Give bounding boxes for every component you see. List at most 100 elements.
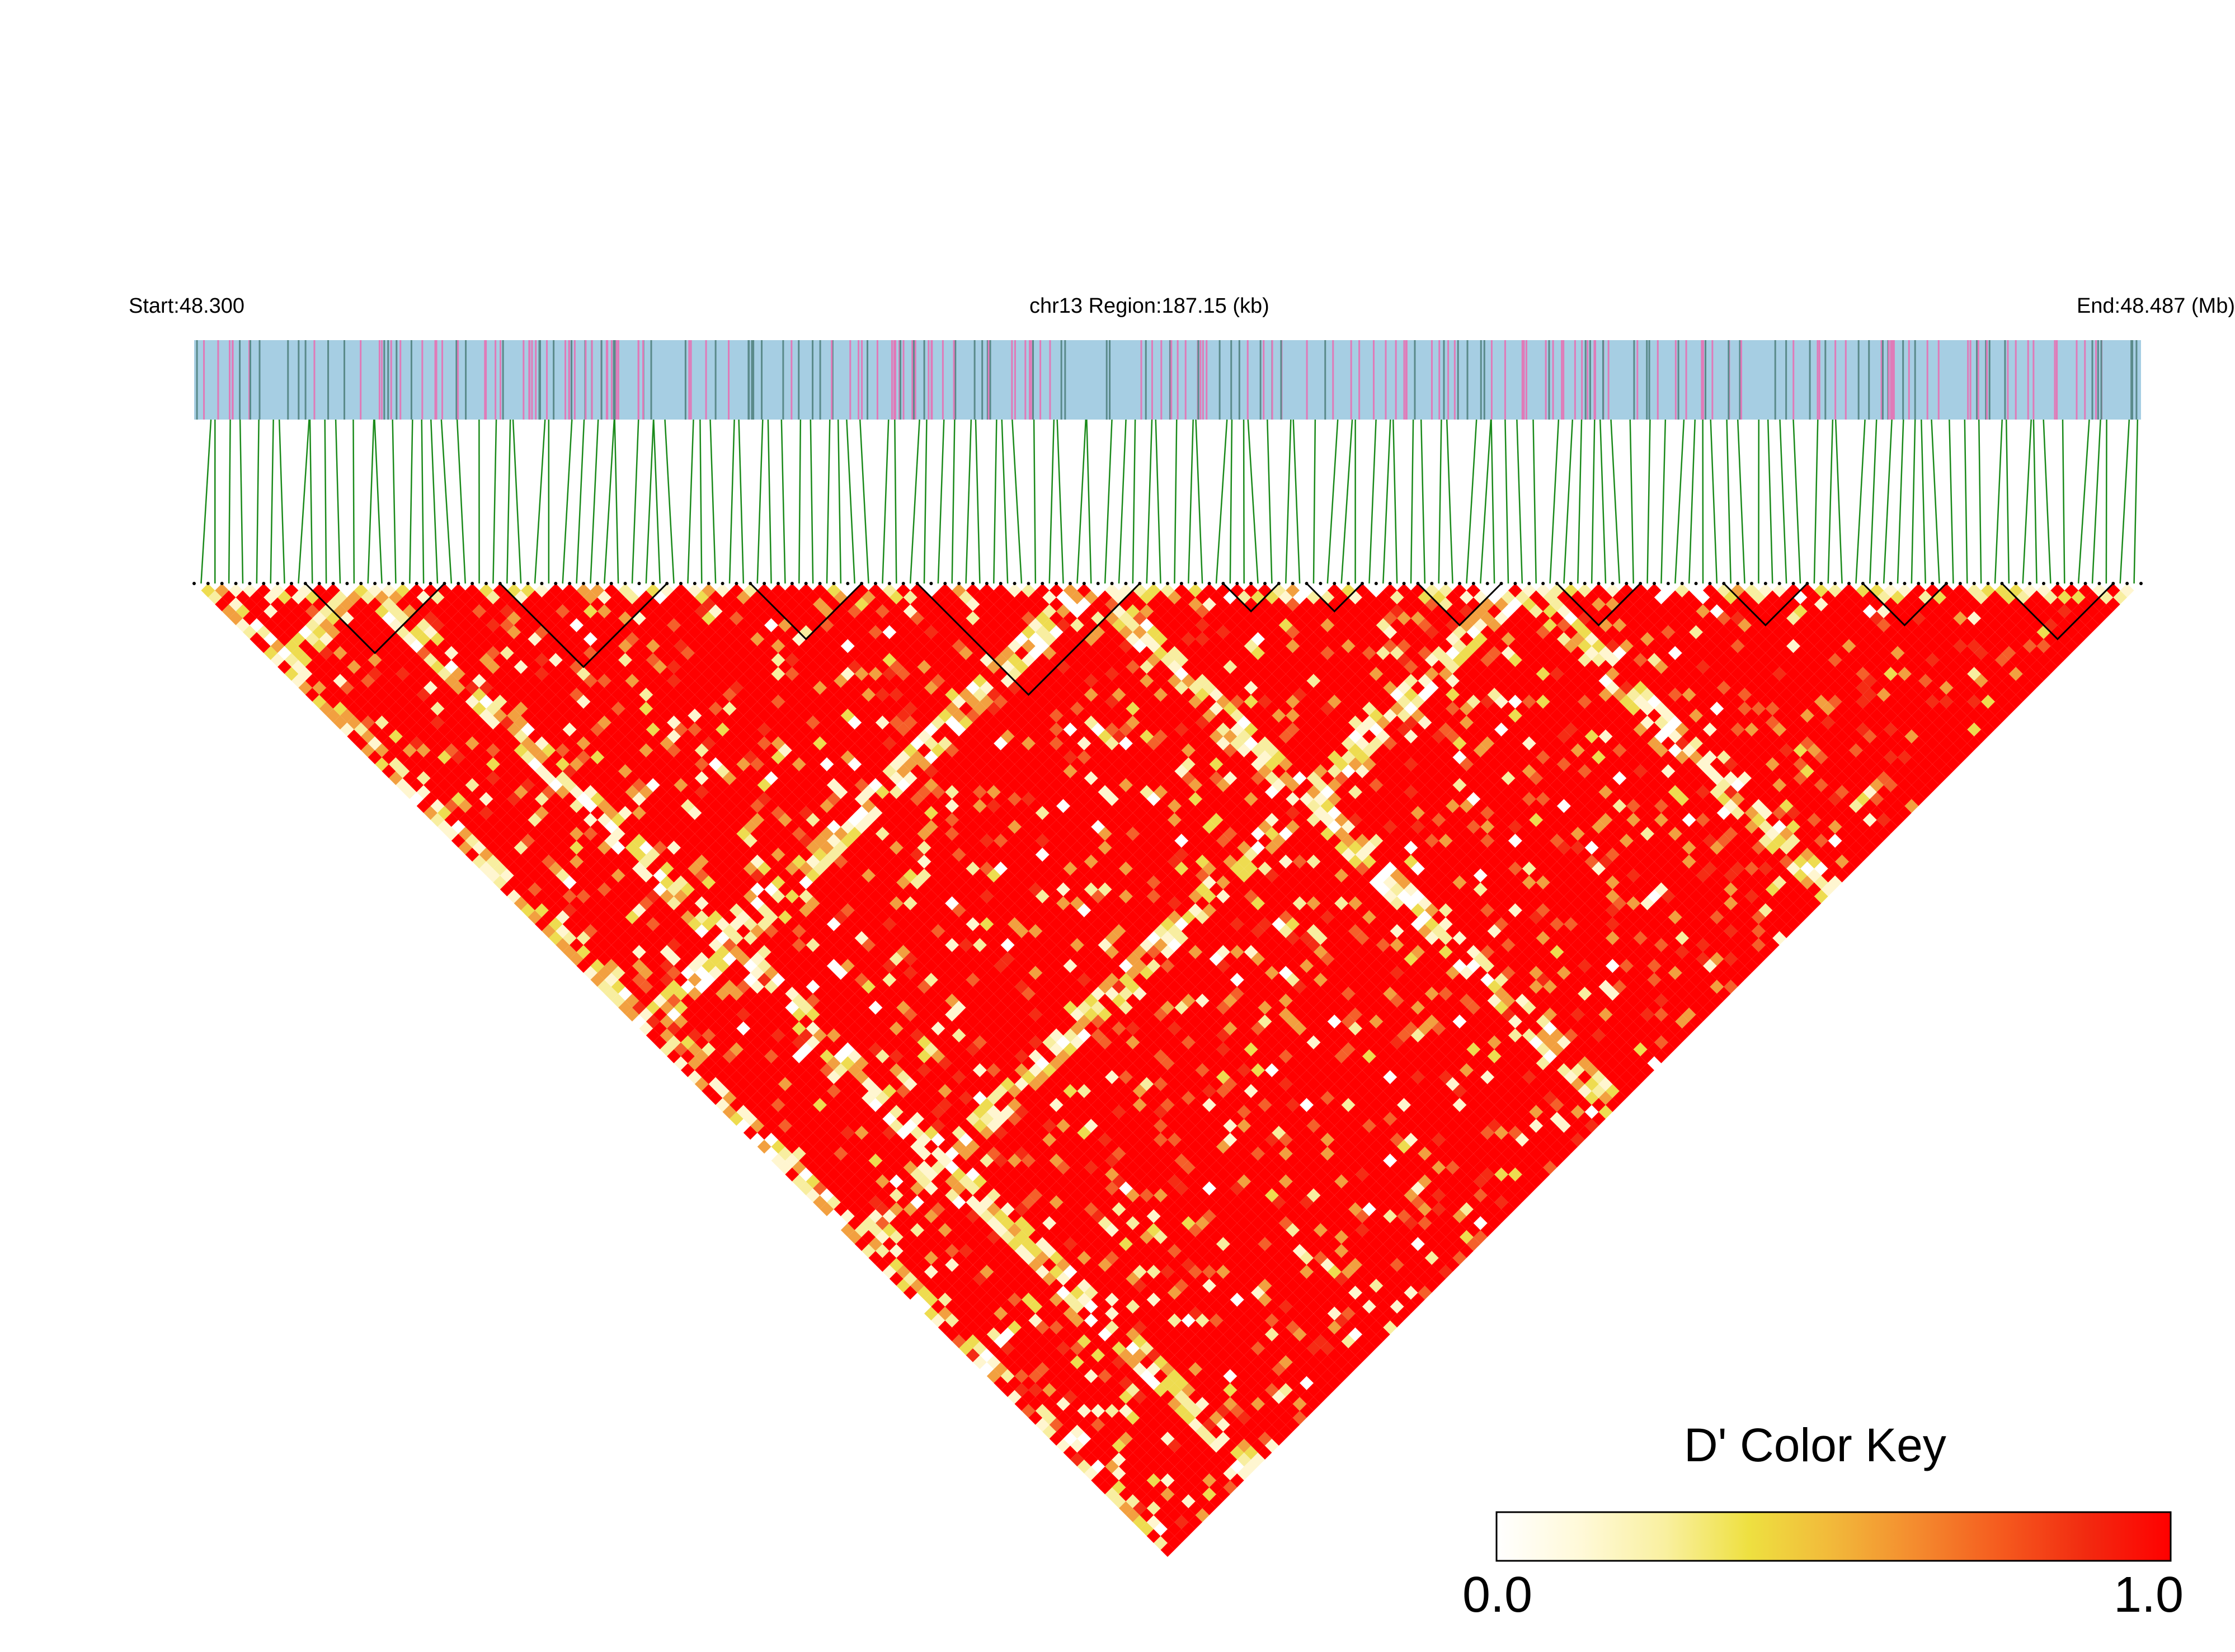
ld-cell [952, 1154, 966, 1168]
ld-cell [959, 1022, 973, 1036]
ld-cell [507, 667, 521, 681]
ld-cell [1126, 1258, 1140, 1272]
ld-cell [994, 1376, 1008, 1390]
ld-cell [1022, 1154, 1036, 1168]
ld-cell [820, 1174, 834, 1189]
ld-cell [862, 1230, 876, 1244]
ld-cell [590, 597, 605, 611]
ld-cell [694, 771, 709, 785]
ld-cell [889, 1063, 904, 1077]
snp-connector [1247, 419, 1259, 584]
ld-cell [868, 889, 883, 903]
ld-cell [1049, 1195, 1064, 1209]
ld-cell [1160, 1501, 1175, 1515]
ld-cell [1174, 1334, 1189, 1349]
ld-cell [840, 1000, 855, 1015]
ld-cell [570, 952, 584, 966]
ld-cell [862, 1119, 876, 1133]
ld-cell [347, 716, 361, 729]
ld-cell [903, 1230, 917, 1244]
ld-cell [1008, 1070, 1022, 1084]
ld-cell [868, 1181, 883, 1196]
ld-cell [750, 854, 765, 869]
ld-cell [1049, 1168, 1064, 1182]
ld-cell [1174, 1195, 1189, 1209]
ld-cell [542, 827, 556, 841]
ld-cell [556, 674, 570, 688]
ld-cell [1132, 1334, 1147, 1349]
ld-cell [250, 618, 264, 632]
ld-cell [931, 994, 945, 1008]
snp-connector [456, 419, 466, 584]
ld-cell [653, 980, 667, 994]
ld-cell [611, 980, 625, 994]
ld-cell [1174, 1292, 1189, 1307]
ld-cell [674, 834, 688, 848]
ld-cell [479, 625, 493, 639]
snp-connector [256, 419, 260, 584]
ld-cell [1070, 1397, 1084, 1411]
ld-cell [1056, 1188, 1070, 1203]
ld-cell [757, 1014, 771, 1029]
ld-cell [980, 1209, 994, 1223]
ld-cell [889, 952, 904, 966]
snp-connector [228, 419, 231, 584]
ld-cell [1091, 1140, 1105, 1154]
snp-connector [846, 419, 855, 584]
ld-cell [277, 646, 291, 660]
ld-cell [688, 903, 702, 917]
ld-cell [1049, 1390, 1064, 1404]
ld-cell [834, 1077, 848, 1091]
ld-cell [1112, 1174, 1126, 1189]
ld-cell [1188, 1362, 1203, 1376]
ld-cell [1119, 1418, 1133, 1432]
ld-cell [959, 1314, 973, 1328]
ld-cell [507, 834, 521, 848]
ld-cell [382, 667, 396, 681]
ld-cell [570, 938, 584, 952]
ld-cell [486, 868, 500, 883]
ld-cell [576, 820, 591, 834]
ld-cell [1063, 1320, 1077, 1335]
ld-cell [1105, 1292, 1119, 1307]
ld-cell [535, 653, 549, 667]
ld-cell [424, 736, 437, 751]
ld-cell [535, 889, 549, 903]
ld-cell [708, 882, 723, 897]
ld-cell [980, 1140, 994, 1154]
ld-cell [528, 716, 542, 729]
ld-cell [1022, 1362, 1036, 1376]
ld-cell [743, 764, 757, 778]
ld-cell [1126, 1480, 1140, 1495]
ld-cell [535, 736, 549, 751]
ld-cell [799, 848, 813, 862]
snp-connector [699, 419, 703, 584]
ld-cell [959, 1188, 973, 1203]
ld-cell [507, 639, 521, 653]
ld-cell [1168, 1355, 1182, 1369]
ld-cell [882, 1265, 897, 1279]
ld-cell [966, 986, 980, 1001]
ld-cell [368, 750, 382, 765]
ld-cell [896, 1000, 911, 1015]
ld-cell [514, 702, 528, 716]
ld-cell [736, 868, 751, 883]
ld-cell [876, 1244, 890, 1258]
ld-cell [604, 931, 619, 945]
ld-cell [917, 1063, 931, 1077]
ld-cell [854, 1014, 869, 1029]
ld-cell [542, 716, 556, 729]
ld-cell [1126, 1146, 1140, 1161]
ld-cell [1098, 1188, 1112, 1203]
ld-cell [813, 959, 827, 973]
ld-cell [1056, 1424, 1070, 1439]
ld-cell [945, 1202, 959, 1216]
ld-cell [528, 729, 542, 743]
ld-cell [1160, 1404, 1175, 1418]
ld-cell [722, 1049, 737, 1063]
snp-connector [1834, 419, 1843, 584]
ld-cell [1022, 1251, 1036, 1265]
ld-cell [437, 806, 451, 820]
ld-cell [834, 994, 848, 1008]
ld-cell [1008, 1223, 1022, 1237]
